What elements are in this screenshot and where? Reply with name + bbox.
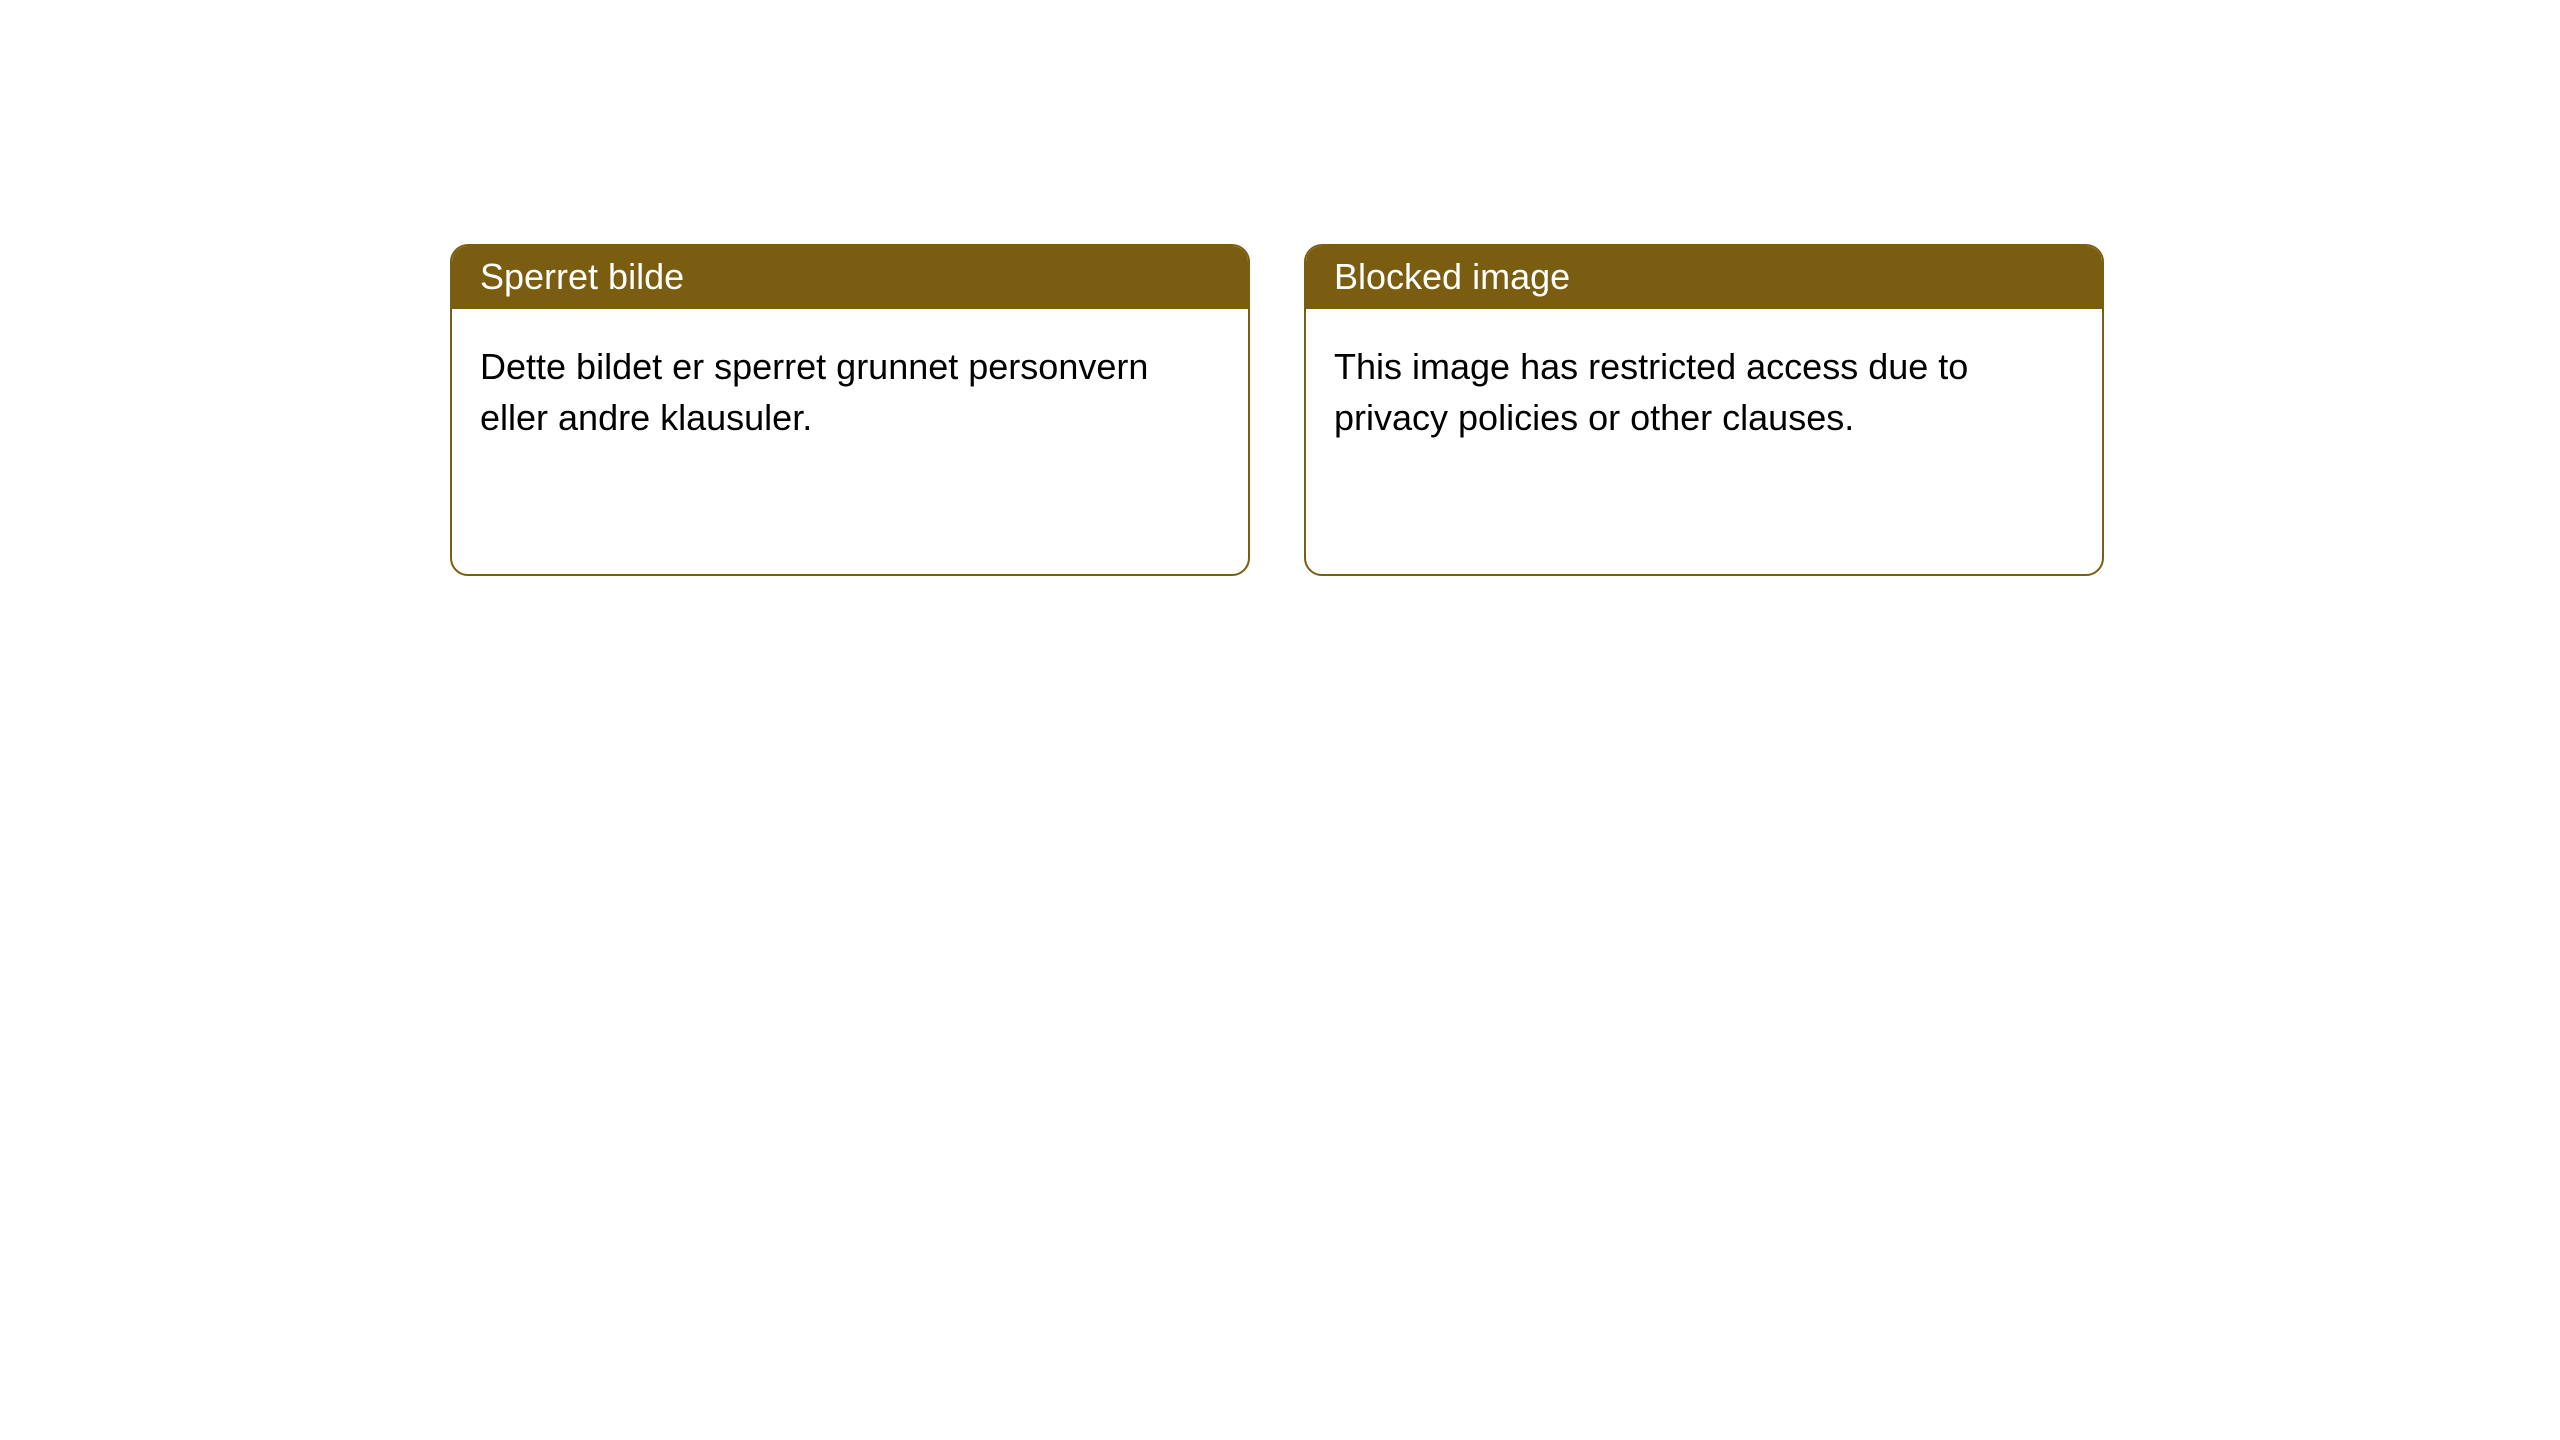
notice-body: Dette bildet er sperret grunnet personve… — [452, 309, 1248, 475]
notice-container: Sperret bilde Dette bildet er sperret gr… — [450, 244, 2104, 576]
notice-body-text: This image has restricted access due to … — [1334, 346, 1968, 438]
notice-card-english: Blocked image This image has restricted … — [1304, 244, 2104, 576]
notice-header-text: Blocked image — [1334, 256, 1570, 297]
notice-header: Sperret bilde — [452, 246, 1248, 309]
notice-body-text: Dette bildet er sperret grunnet personve… — [480, 346, 1148, 438]
notice-card-norwegian: Sperret bilde Dette bildet er sperret gr… — [450, 244, 1250, 576]
notice-header: Blocked image — [1306, 246, 2102, 309]
notice-body: This image has restricted access due to … — [1306, 309, 2102, 475]
notice-header-text: Sperret bilde — [480, 256, 684, 297]
